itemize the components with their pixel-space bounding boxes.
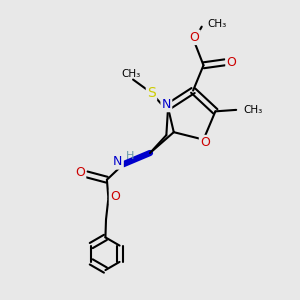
Text: CH₃: CH₃ (207, 19, 226, 29)
Text: CH₃: CH₃ (244, 105, 263, 115)
Text: CH₃: CH₃ (122, 69, 141, 79)
Text: N: N (162, 98, 171, 111)
Text: O: O (200, 136, 210, 149)
Text: N: N (113, 155, 123, 168)
Text: S: S (147, 86, 156, 100)
Text: H: H (126, 151, 134, 161)
Text: O: O (75, 167, 85, 179)
Text: O: O (226, 56, 236, 69)
Text: O: O (190, 31, 200, 44)
Text: O: O (110, 190, 120, 203)
